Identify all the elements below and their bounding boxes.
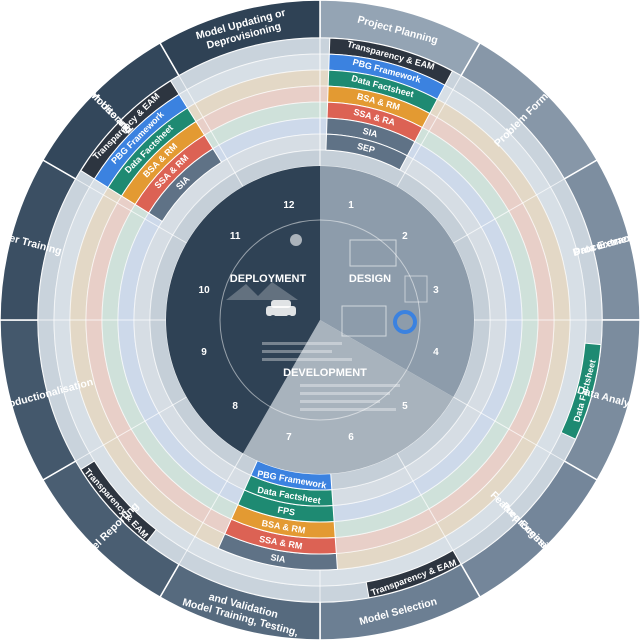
- stage-number: 12: [283, 200, 295, 211]
- stage-divider: [453, 396, 565, 462]
- band-segment: [148, 148, 223, 223]
- stage-number: 7: [286, 432, 292, 443]
- band-rings: [37, 37, 603, 603]
- dashboard-sketch-icon: [341, 239, 428, 337]
- stage-divider: [453, 178, 565, 244]
- band-label: SIA: [362, 126, 380, 140]
- inner-phase-circle: [166, 166, 474, 474]
- deployment-label: DEPLOYMENT: [230, 273, 307, 285]
- band-label: SEP: [356, 141, 376, 155]
- inner-ring-line: [219, 219, 421, 421]
- stage-number: 2: [402, 231, 408, 242]
- development-label: DEVELOPMENT: [283, 367, 367, 379]
- band-label: FPS: [277, 505, 296, 518]
- stage-divider: [178, 75, 244, 187]
- stage-number: 1: [348, 200, 354, 211]
- band-segments: [80, 37, 602, 599]
- design-label: DESIGN: [349, 273, 391, 285]
- stage-number: 5: [402, 401, 408, 412]
- car-icon: [266, 300, 296, 321]
- stage-divider: [396, 453, 462, 565]
- stage-divider: [75, 396, 187, 462]
- moon-icon: [290, 234, 302, 246]
- band-label: SIA: [270, 552, 287, 565]
- deployment-phase: [166, 166, 320, 454]
- stage-number: 6: [348, 432, 354, 443]
- stage-divider: [75, 178, 187, 244]
- stage-number: 10: [199, 285, 211, 296]
- phase-labels: DEPLOYMENT DESIGN DEVELOPMENT: [230, 273, 391, 379]
- band-segment: [560, 342, 602, 440]
- code-sketch-icon: [262, 342, 400, 411]
- stage-number: 9: [201, 347, 207, 358]
- stage-divider: [178, 453, 244, 565]
- development-phase: [243, 320, 454, 474]
- stage-number: 8: [232, 401, 238, 412]
- stage-number: 4: [433, 347, 439, 358]
- stage-divider: [396, 75, 462, 187]
- mountains-icon: [226, 282, 298, 300]
- band-segment: [80, 460, 157, 543]
- band-segment: [365, 549, 462, 599]
- design-phase: [320, 166, 474, 397]
- stage-number: 3: [433, 285, 439, 296]
- band-segment: [325, 133, 408, 171]
- stage-number: 11: [230, 231, 241, 242]
